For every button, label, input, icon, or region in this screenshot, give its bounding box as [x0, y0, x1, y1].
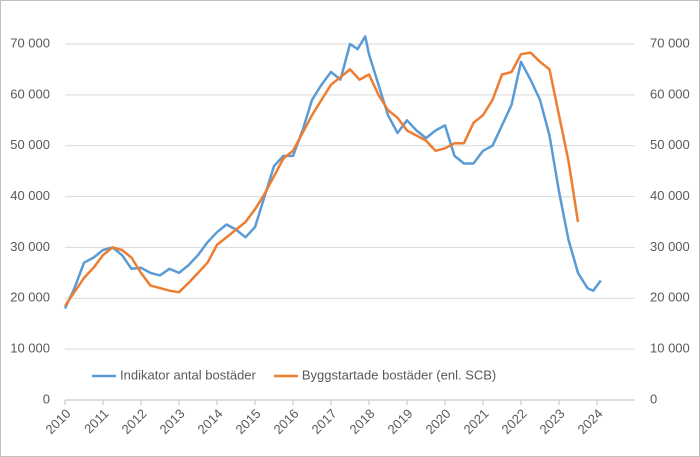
y-tick-label: 50 000	[10, 137, 50, 152]
y-tick-label: 10 000	[10, 341, 50, 356]
y-tick-label: 0	[43, 391, 50, 406]
y2-tick-label: 70 000	[650, 35, 690, 50]
legend-label: Byggstartade bostäder (enl. SCB)	[302, 367, 496, 382]
y-tick-label: 30 000	[10, 239, 50, 254]
y2-tick-label: 30 000	[650, 239, 690, 254]
y-tick-label: 70 000	[10, 35, 50, 50]
y-tick-label: 40 000	[10, 188, 50, 203]
y2-tick-label: 40 000	[650, 188, 690, 203]
y2-tick-label: 0	[650, 391, 657, 406]
y2-tick-label: 50 000	[650, 137, 690, 152]
y2-tick-label: 20 000	[650, 290, 690, 305]
legend-label: Indikator antal bostäder	[120, 367, 257, 382]
y2-tick-label: 60 000	[650, 86, 690, 101]
series-line	[63, 51, 580, 307]
y-tick-label: 60 000	[10, 86, 50, 101]
y2-tick-label: 10 000	[650, 341, 690, 356]
series-line	[63, 35, 602, 310]
y-tick-label: 20 000	[10, 290, 50, 305]
